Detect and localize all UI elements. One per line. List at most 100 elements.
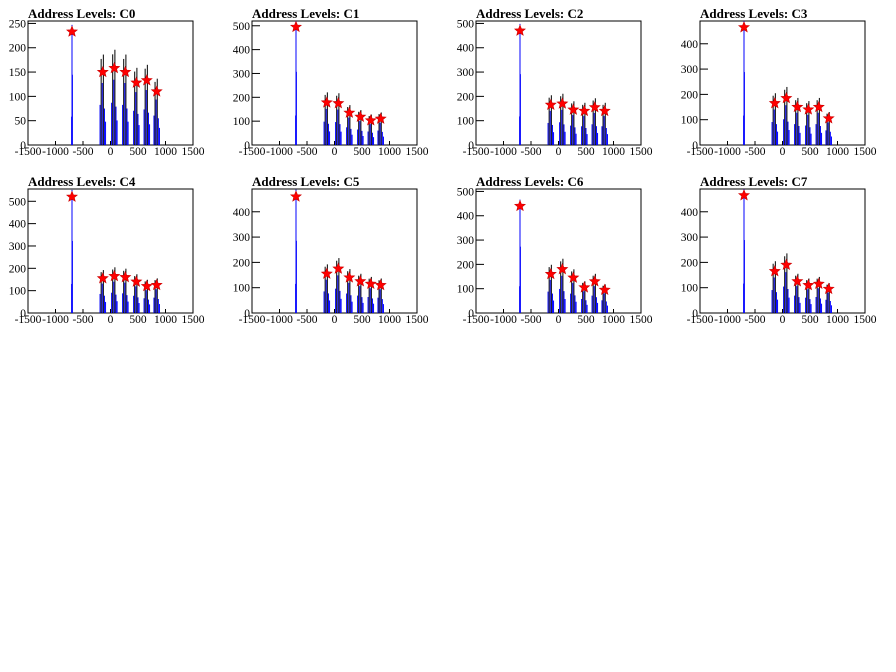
- x-tick-label: 1500: [630, 314, 653, 326]
- plot-frame: [27, 188, 194, 314]
- y-tick-label: 300: [9, 241, 27, 253]
- peak-marker: [364, 114, 377, 126]
- plot-panel: Address Levels: C3 0 100 200 300 400 -1500 -100…: [681, 6, 877, 158]
- x-tick-label: -1500: [239, 314, 266, 326]
- x-tick-label: 500: [353, 314, 371, 326]
- y-tick-label: 200: [457, 259, 475, 271]
- peak-marker: [320, 267, 333, 279]
- peak-marker: [364, 277, 377, 290]
- y-tick-label: 0: [468, 140, 474, 152]
- x-tick-label: -500: [296, 314, 317, 326]
- peak-marker: [332, 262, 345, 274]
- peak-marker: [578, 104, 591, 117]
- peak-marker: [130, 275, 143, 287]
- y-tick-label: 400: [681, 207, 699, 219]
- peak-marker: [578, 281, 591, 293]
- peak-marker: [513, 199, 527, 212]
- peak-marker: [320, 96, 333, 108]
- peak-marker: [791, 275, 804, 287]
- peak-marker: [150, 85, 163, 97]
- x-tick-label: 1500: [630, 146, 653, 158]
- peak-marker: [374, 112, 387, 124]
- peak-marker: [544, 267, 557, 280]
- x-tick-label: -1000: [490, 314, 517, 326]
- x-tick-label: -1500: [687, 314, 714, 326]
- plot-title: Address Levels: C3: [700, 6, 808, 21]
- plot-title: Address Levels: C0: [28, 6, 135, 21]
- y-tick-label: 0: [244, 140, 250, 152]
- y-tick-label: 400: [233, 45, 251, 57]
- plot-panel: Address Levels: C5 0 100 200 300 400 -1500 -100…: [233, 174, 429, 326]
- peak-marker: [289, 20, 303, 33]
- peak-marker: [802, 103, 815, 115]
- peak-marker: [108, 269, 121, 282]
- x-tick-label: 1500: [406, 314, 429, 326]
- x-tick-label: 0: [108, 314, 114, 326]
- peak-marker: [130, 76, 143, 88]
- x-tick-label: -1000: [266, 146, 293, 158]
- peak-marker: [108, 61, 121, 74]
- x-tick-label: -1500: [15, 314, 42, 326]
- plot-title: Address Levels: C6: [476, 174, 584, 189]
- x-tick-label: 1000: [826, 146, 849, 158]
- y-tick-label: 200: [233, 257, 251, 269]
- x-tick-label: 1000: [154, 314, 177, 326]
- y-tick-label: 0: [20, 308, 26, 320]
- y-tick-label: 100: [681, 283, 699, 295]
- peak-marker: [737, 189, 751, 201]
- peak-marker: [567, 271, 580, 283]
- x-tick-label: -1000: [714, 146, 741, 158]
- peak-marker: [343, 271, 356, 283]
- plot-panel: Address Levels: C60100200300400500-1500-…: [457, 174, 653, 326]
- plot-panel: Address Levels: C20100200300400500-1500-…: [457, 6, 653, 158]
- y-tick-label: 100: [233, 116, 251, 128]
- plot-title: Address Levels: C7: [700, 174, 808, 189]
- y-tick-label: 250: [9, 18, 27, 30]
- x-tick-label: -500: [520, 146, 541, 158]
- x-tick-label: 1000: [154, 146, 177, 158]
- peak-marker: [96, 65, 109, 78]
- x-tick-label: -500: [744, 146, 765, 158]
- x-tick-label: -1000: [490, 146, 517, 158]
- peak-marker: [556, 97, 569, 109]
- plot-panel: Address Levels: C10100200300400500-1500-…: [233, 6, 429, 158]
- x-tick-label: -500: [520, 314, 541, 326]
- peak-marker: [119, 65, 132, 78]
- y-tick-label: 100: [457, 284, 475, 296]
- x-tick-label: 1000: [826, 314, 849, 326]
- plot-title: Address Levels: C2: [476, 6, 583, 21]
- x-tick-label: 500: [577, 146, 595, 158]
- y-tick-label: 300: [457, 235, 475, 247]
- y-tick-label: 500: [457, 186, 475, 198]
- plot-frame: [699, 188, 866, 314]
- y-tick-label: 300: [233, 232, 251, 244]
- y-tick-label: 300: [681, 64, 699, 76]
- x-tick-label: -1500: [463, 146, 490, 158]
- peak-marker: [588, 275, 601, 287]
- y-tick-label: 0: [692, 140, 698, 152]
- peak-marker: [354, 110, 367, 122]
- peak-marker: [343, 106, 356, 118]
- peak-marker: [513, 24, 527, 36]
- y-tick-label: 400: [9, 219, 27, 231]
- y-tick-label: 50: [15, 116, 27, 128]
- peak-marker: [822, 112, 835, 124]
- plot-panel: Address Levels: C0 0 50 100 150 200 250 -1500 -1…: [9, 6, 205, 158]
- plot-title: Address Levels: C5: [252, 174, 360, 189]
- peak-marker: [822, 282, 835, 295]
- x-tick-label: -1500: [239, 146, 266, 158]
- plot-frame: [699, 20, 866, 146]
- x-tick-label: 1000: [378, 314, 401, 326]
- plot-frame: [27, 20, 194, 146]
- peak-marker: [768, 264, 781, 277]
- x-tick-label: 0: [556, 146, 562, 158]
- peak-marker: [780, 91, 793, 104]
- y-tick-label: 100: [457, 116, 475, 128]
- y-tick-label: 100: [9, 286, 27, 298]
- x-tick-label: -1500: [463, 314, 490, 326]
- peak-marker: [65, 190, 79, 202]
- y-tick-label: 100: [681, 115, 699, 127]
- x-tick-label: -1000: [42, 146, 69, 158]
- x-tick-label: 1500: [182, 146, 205, 158]
